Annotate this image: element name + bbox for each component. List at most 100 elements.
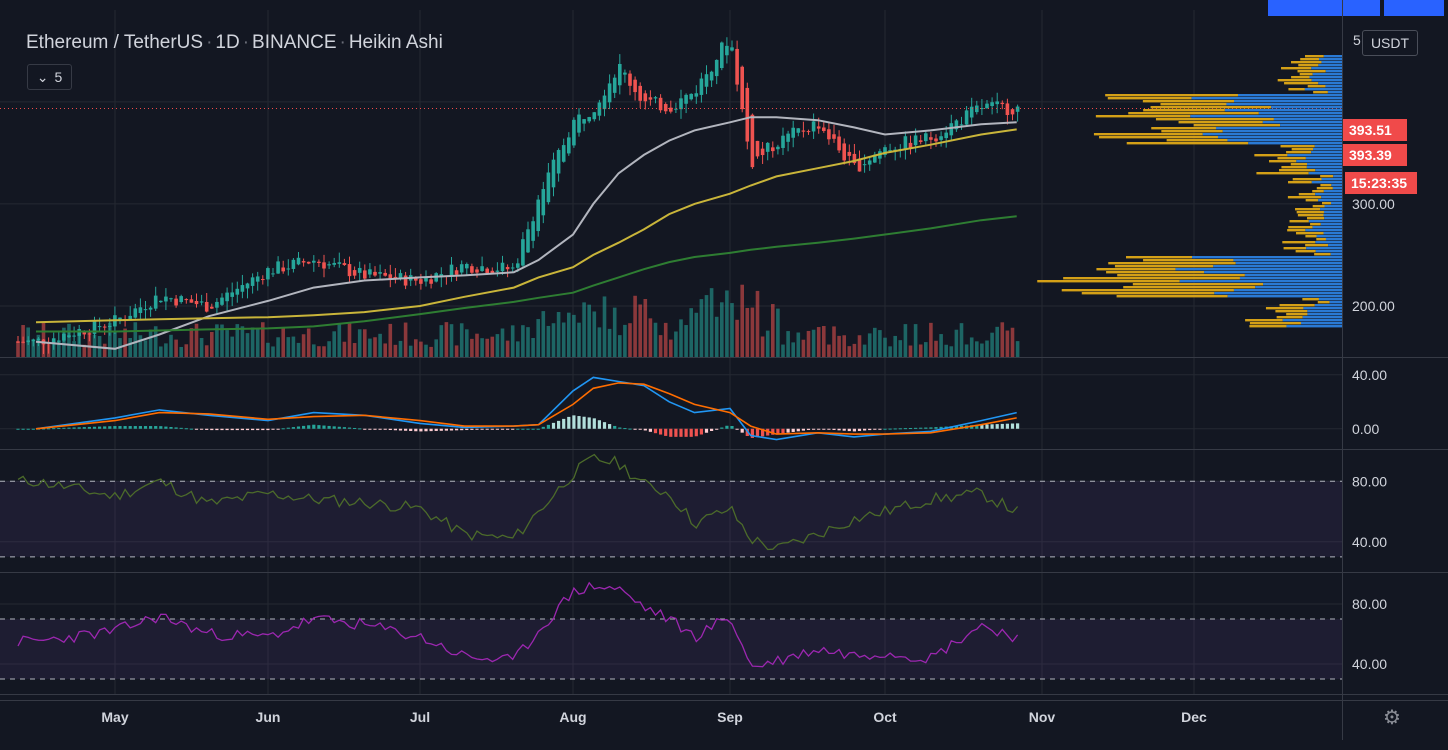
candle-body [245,283,250,289]
volume-bar [949,346,954,357]
volume-bar [648,318,653,357]
volume-profile-down [1151,127,1216,130]
candle-body [199,301,204,303]
macd-hist-bar [62,427,66,429]
candle-body [26,340,30,343]
volume-profile-down [1150,106,1272,109]
macd-hist-bar [715,428,719,430]
candle-body [556,150,561,174]
volume-bar [755,290,760,357]
top-toolbar-button-2[interactable] [1384,0,1444,16]
volume-bar [439,325,444,357]
volume-bar [301,334,306,357]
macd-hist-bar [597,420,601,429]
candle-body [954,120,959,130]
candle-body [138,307,143,314]
volume-profile-up [1296,160,1342,163]
volume-profile-down [1314,253,1331,256]
candle-body [980,108,984,110]
candle-body [648,97,653,100]
volume-profile-up [1213,265,1342,268]
volume-profile-down [1160,103,1227,106]
macd-hist-bar [822,428,826,430]
macd-hist-bar [506,428,510,430]
macd-hist-bar [551,422,556,429]
candle-body [684,94,688,104]
macd-hist-bar [368,428,372,430]
volume-bar [470,338,474,357]
volume-profile-down [1095,115,1191,118]
candle-body [944,132,948,139]
chart-style-label[interactable]: Heikin Ashi [348,32,443,53]
macd-hist-bar [531,428,535,430]
macd-hist-bar [694,428,698,437]
macd-hist-bar [679,428,683,437]
macd-hist-bar [312,424,316,429]
macd-hist-bar [261,428,265,431]
volume-profile-down [1279,169,1316,172]
volume-profile-down [1123,286,1256,289]
volume-profile-up [1311,181,1342,184]
volume-profile-down [1296,211,1324,214]
candle-body [306,261,311,264]
candle-body [189,299,194,303]
candle-body [261,279,265,281]
candle-body [516,263,520,268]
volume-bar [92,334,97,357]
indicators-collapse-button[interactable]: ⌄ 5 [27,64,72,90]
volume-bar [913,324,918,357]
candle-body [765,142,770,152]
volume-profile-down [1305,235,1317,238]
volume-profile-down [1063,277,1240,280]
volume-profile-up [1312,226,1342,229]
macd-hist-bar [995,424,999,429]
macd-hist-bar [398,428,403,431]
volume-bar [929,322,933,357]
volume-profile-down [1281,166,1307,169]
candle-body [255,276,260,282]
interval-label[interactable]: 1D [215,32,240,53]
volume-bar [57,341,61,357]
macd-hist-bar [113,426,117,429]
volume-profile-down [1310,223,1321,226]
macd-hist-bar [587,417,591,429]
volume-bar [169,334,173,357]
volume-profile-up [1244,274,1342,277]
top-toolbar-button[interactable] [1268,0,1380,16]
volume-bar [878,330,882,357]
volume-profile-up [1321,61,1342,64]
symbol-name[interactable]: Ethereum / TetherUS [26,32,204,53]
candle-body [883,147,887,155]
volume-bar [352,343,357,357]
macd-hist-bar [1010,423,1015,429]
candle-body [250,277,255,286]
volume-profile-down [1312,205,1325,208]
volume-bar [735,319,739,357]
macd-hist-bar [684,428,688,437]
volume-profile-down [1291,76,1310,79]
macd-hist-bar [82,427,86,429]
macd-hist-bar [516,428,520,430]
x-tick-label: Dec [1181,709,1207,725]
macd-hist-bar [914,427,918,429]
candle-body [582,119,586,124]
volume-profile-down [1245,319,1283,322]
volume-bar [403,322,408,357]
volume-bar [332,331,336,357]
macd-hist-bar [623,428,627,430]
volume-bar [531,337,535,357]
macd-hist-bar [419,428,423,432]
volume-profile-up [1227,295,1342,298]
volume-bar [1000,322,1005,357]
volume-profile-down [1298,193,1316,196]
volume-bar [546,325,551,357]
candle-body [419,279,423,284]
candle-body [266,268,270,280]
candle-body [424,277,428,282]
settings-gear-icon[interactable]: ⚙ [1383,707,1401,729]
currency-unit-button[interactable]: USDT [1362,30,1418,56]
candle-body [908,142,913,148]
macd-hist-bar [837,428,841,431]
macd-hist-bar [353,427,357,429]
